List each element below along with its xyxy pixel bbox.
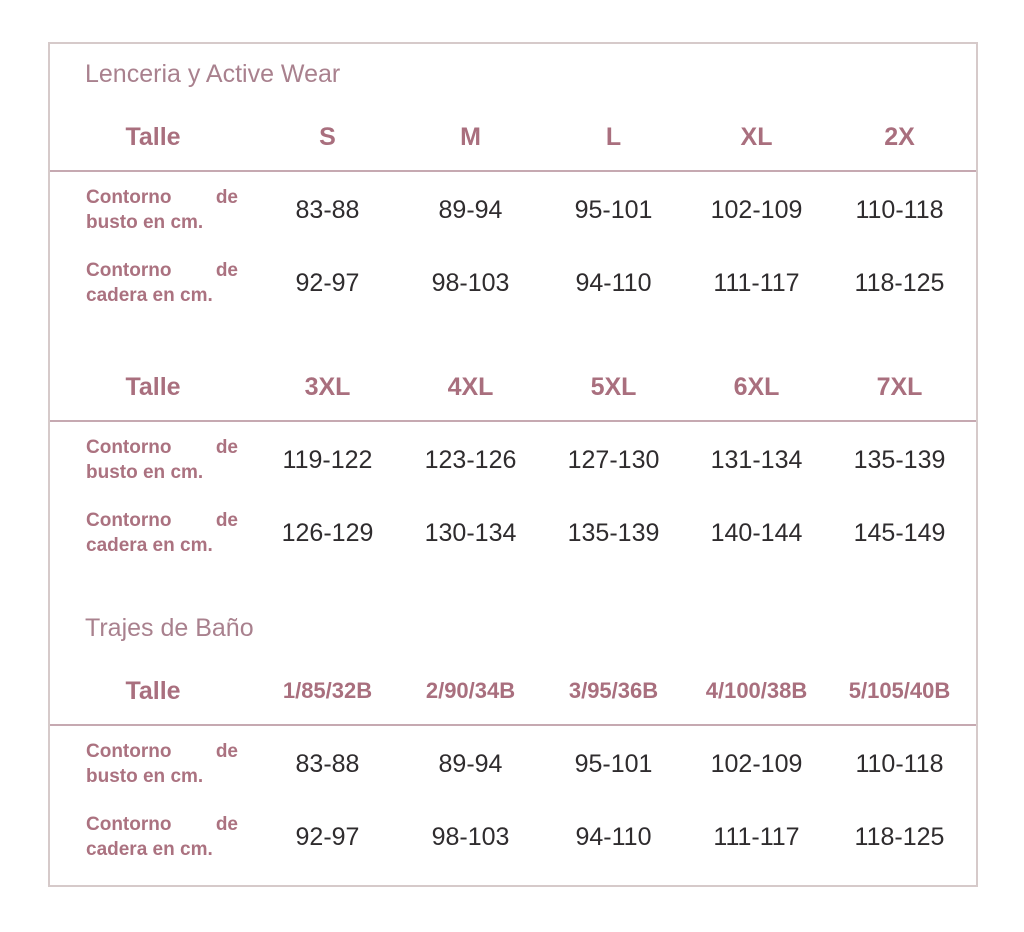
value-cell: 102-109 xyxy=(710,749,803,778)
value-cell: 95-101 xyxy=(574,195,653,224)
value-cell: 83-88 xyxy=(295,749,360,778)
section-title-trajes: Trajes de Baño xyxy=(85,614,254,642)
value-cell: 135-139 xyxy=(853,445,946,474)
value-cell: 98-103 xyxy=(431,822,510,851)
column-header-size-3-95-36b: 3/95/36B xyxy=(568,678,659,703)
table-row-busto: Contorno de busto en cm. 119-122 123-126… xyxy=(50,422,976,495)
column-header-size-3xl: 3XL xyxy=(304,373,351,401)
column-header-size-1-85-32b: 1/85/32B xyxy=(282,678,373,703)
table-row-busto: Contorno de busto en cm. 83-88 89-94 95-… xyxy=(50,172,976,245)
column-header-size-4-100-38b: 4/100/38B xyxy=(705,678,808,703)
row-label-busto: Contorno de busto en cm. xyxy=(86,187,238,233)
value-cell: 145-149 xyxy=(853,518,946,547)
value-cell: 130-134 xyxy=(424,518,517,547)
size-chart-card: Lenceria y Active Wear Talle S M L XL 2X… xyxy=(48,42,978,887)
value-cell: 118-125 xyxy=(854,268,945,297)
value-cell: 111-117 xyxy=(713,822,800,851)
value-cell: 135-139 xyxy=(567,518,660,547)
row-label-busto: Contorno de busto en cm. xyxy=(86,741,238,787)
row-label-busto: Contorno de busto en cm. xyxy=(86,437,238,483)
table-header-row: Talle S M L XL 2X xyxy=(50,90,976,172)
row-label-cadera: Contorno de cadera en cm. xyxy=(86,510,238,556)
value-cell: 110-118 xyxy=(855,195,944,224)
column-header-size-7xl: 7XL xyxy=(876,373,923,401)
row-label-cadera: Contorno de cadera en cm. xyxy=(86,260,238,306)
value-cell: 92-97 xyxy=(295,822,360,851)
value-cell: 98-103 xyxy=(431,268,510,297)
value-cell: 89-94 xyxy=(438,195,503,224)
value-cell: 92-97 xyxy=(295,268,360,297)
table-header-row: Talle 3XL 4XL 5XL 6XL 7XL xyxy=(50,318,976,422)
size-table-trajes: Talle 1/85/32B 2/90/34B 3/95/36B 4/100/3… xyxy=(50,644,976,872)
value-cell: 102-109 xyxy=(710,195,803,224)
table-header-row: Talle 1/85/32B 2/90/34B 3/95/36B 4/100/3… xyxy=(50,644,976,726)
column-header-size-m: M xyxy=(460,123,481,151)
value-cell: 123-126 xyxy=(424,445,517,474)
value-cell: 94-110 xyxy=(575,268,652,297)
column-header-size-s: S xyxy=(319,123,336,151)
value-cell: 140-144 xyxy=(710,518,803,547)
column-header-size-6xl: 6XL xyxy=(733,373,780,401)
size-table-lenceria-3xl-7xl: Talle 3XL 4XL 5XL 6XL 7XL Contorno de bu… xyxy=(50,318,976,568)
value-cell: 118-125 xyxy=(854,822,945,851)
column-header-size-4xl: 4XL xyxy=(447,373,494,401)
table-row-busto: Contorno de busto en cm. 83-88 89-94 95-… xyxy=(50,726,976,799)
column-header-size-2-90-34b: 2/90/34B xyxy=(425,678,516,703)
column-header-size-l: L xyxy=(605,123,622,151)
value-cell: 119-122 xyxy=(282,445,373,474)
table-row-cadera: Contorno de cadera en cm. 126-129 130-13… xyxy=(50,495,976,568)
value-cell: 111-117 xyxy=(713,268,800,297)
value-cell: 94-110 xyxy=(575,822,652,851)
column-header-size-5-105-40b: 5/105/40B xyxy=(848,678,951,703)
column-header-size-xl: XL xyxy=(740,123,773,151)
value-cell: 131-134 xyxy=(710,445,803,474)
table-row-cadera: Contorno de cadera en cm. 92-97 98-103 9… xyxy=(50,245,976,318)
row-label-cadera: Contorno de cadera en cm. xyxy=(86,814,238,860)
section-title-lenceria: Lenceria y Active Wear xyxy=(85,60,341,88)
column-header-size-2x: 2X xyxy=(884,123,915,151)
column-header-talle: Talle xyxy=(125,123,181,151)
column-header-talle: Talle xyxy=(125,677,181,705)
column-header-size-5xl: 5XL xyxy=(590,373,637,401)
value-cell: 126-129 xyxy=(281,518,374,547)
value-cell: 95-101 xyxy=(574,749,653,778)
value-cell: 83-88 xyxy=(295,195,360,224)
size-table-lenceria-s-2x: Talle S M L XL 2X Contorno de busto en c… xyxy=(50,90,976,318)
table-row-cadera: Contorno de cadera en cm. 92-97 98-103 9… xyxy=(50,799,976,872)
value-cell: 127-130 xyxy=(567,445,660,474)
value-cell: 89-94 xyxy=(438,749,503,778)
value-cell: 110-118 xyxy=(855,749,944,778)
column-header-talle: Talle xyxy=(125,373,181,401)
